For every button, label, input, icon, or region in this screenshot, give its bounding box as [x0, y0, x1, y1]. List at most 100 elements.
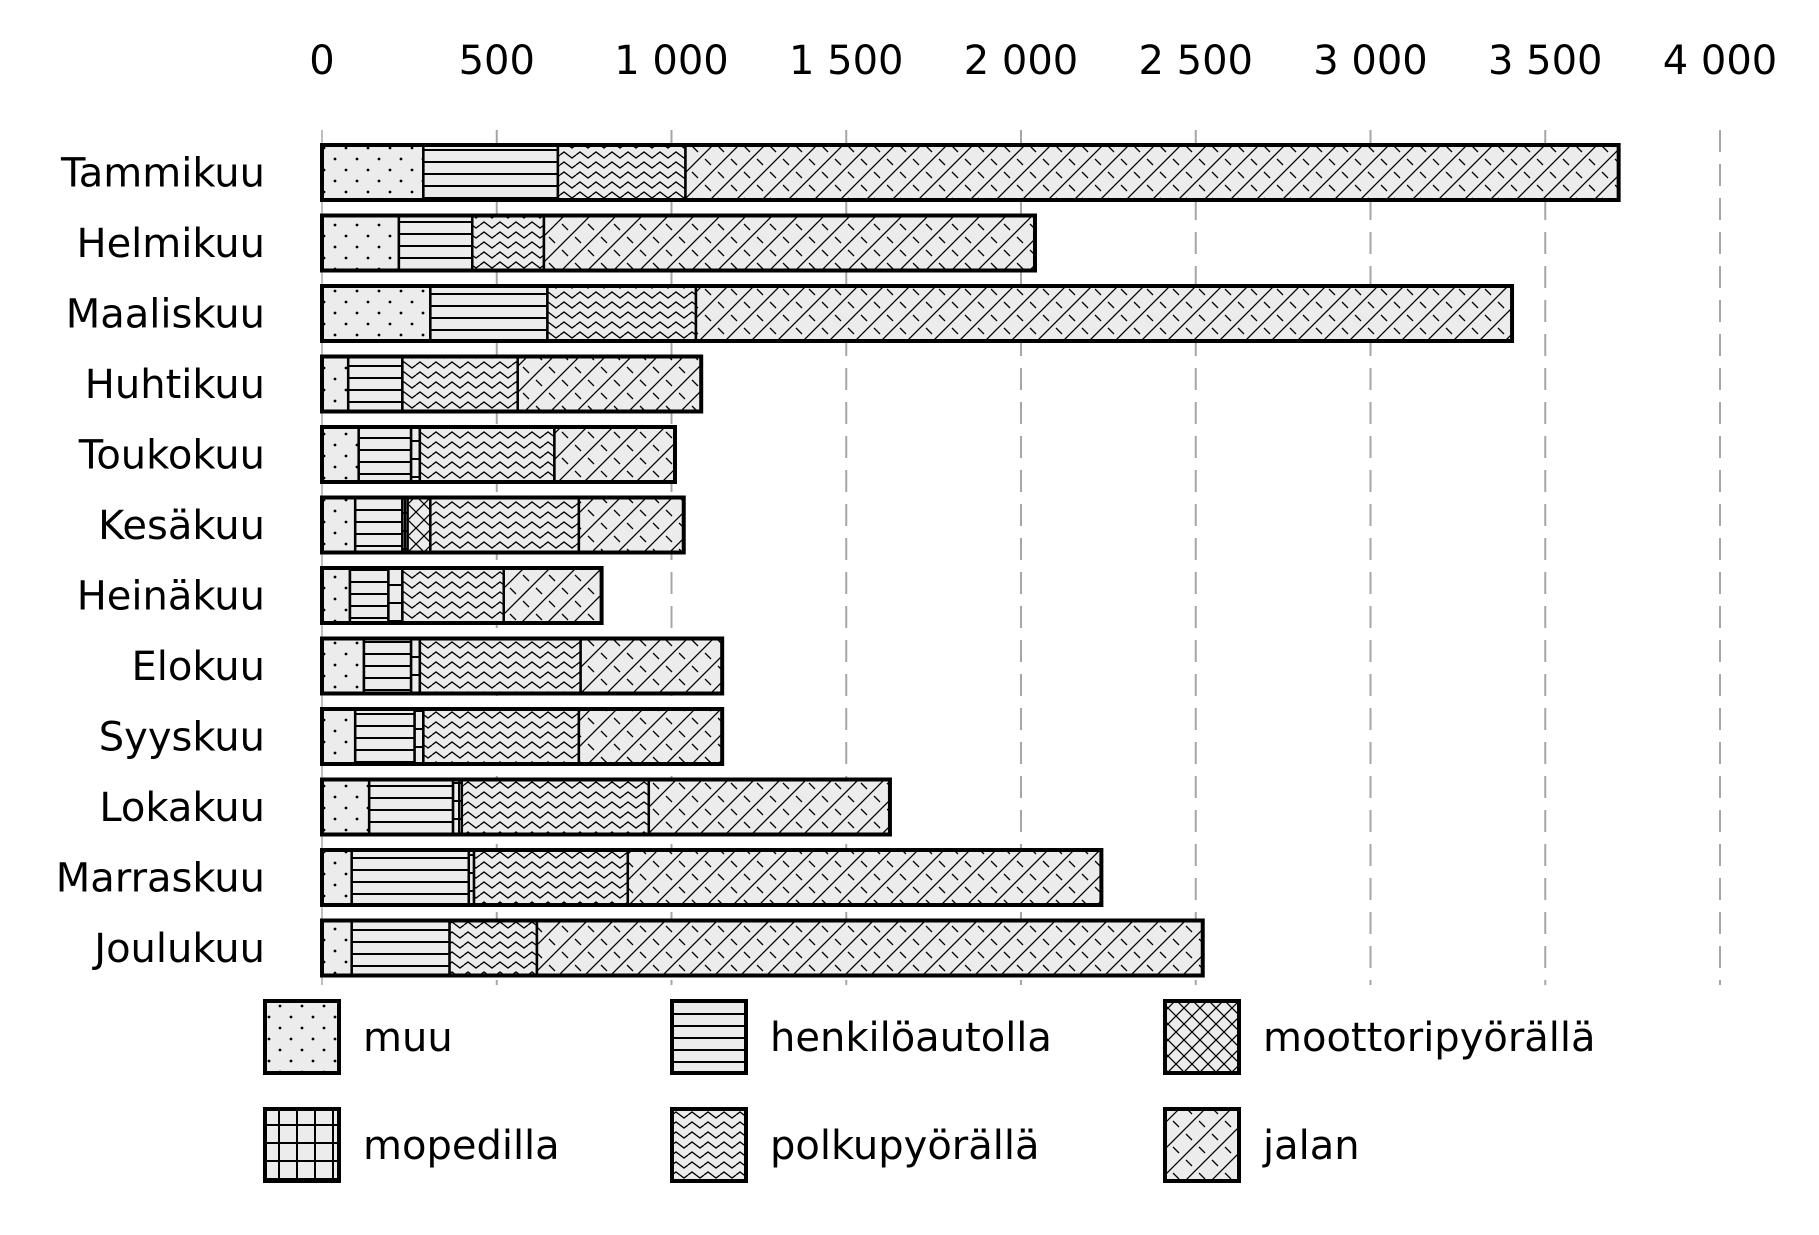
- bar-segment-henkiloautolla: [429, 284, 549, 343]
- bar-elokuu: [320, 636, 725, 696]
- bar-heinakuu: [320, 566, 604, 625]
- bar-segment-muu: [320, 355, 350, 413]
- bar-segment-muu: [320, 919, 353, 977]
- bar-segment-mopedilla: [409, 425, 422, 484]
- bar-segment-henkiloautolla: [348, 566, 390, 625]
- legend-swatch: [263, 999, 341, 1075]
- category-label: Elokuu: [132, 644, 266, 690]
- bar-segment-jalan: [535, 919, 1204, 977]
- category-label: Kesäkuu: [98, 503, 265, 549]
- bar-outline: [320, 143, 1621, 202]
- bar-segment-henkiloautolla: [346, 355, 404, 413]
- bar-segment-muu: [320, 637, 366, 695]
- bar-segment-henkiloautolla: [367, 778, 455, 836]
- bar-segment-henkiloautolla: [397, 214, 474, 272]
- legend-item-henkiloautolla: henkilöautolla: [670, 999, 1052, 1075]
- category-label: Lokakuu: [99, 785, 265, 831]
- category-label: Huhtikuu: [85, 362, 265, 408]
- legend-swatch: [670, 999, 748, 1075]
- bar-segment-polkupyoralla: [472, 848, 630, 907]
- bar-segment-henkiloautolla: [353, 707, 416, 766]
- bar-segment-polkupyoralla: [448, 919, 539, 977]
- legend-swatch: [670, 1107, 748, 1183]
- x-tick-label: 3 000: [1313, 38, 1428, 84]
- x-tick-label: 1 000: [614, 38, 729, 84]
- bar-segment-mopedilla: [451, 778, 464, 836]
- x-tick-label: 4 000: [1663, 38, 1778, 84]
- bar-segment-muu: [320, 496, 357, 554]
- bar-outline: [320, 566, 604, 625]
- bar-segment-jalan: [553, 425, 677, 484]
- bar-segment-mopedilla: [387, 566, 404, 625]
- category-label: Helmikuu: [76, 221, 265, 267]
- x-tick-label: 3 500: [1488, 38, 1603, 84]
- bar-segment-henkiloautolla: [362, 637, 413, 695]
- bar-tammikuu: [320, 143, 1621, 202]
- legend-label: moottoripyörällä: [1263, 1015, 1596, 1061]
- bar-segment-mopedilla: [409, 637, 422, 695]
- bar-segment-moottoripyoralla: [406, 496, 432, 554]
- bars: [320, 143, 1621, 978]
- bar-segment-polkupyoralla: [401, 355, 519, 413]
- bar-joulukuu: [320, 918, 1205, 978]
- bar-outline: [320, 425, 677, 484]
- bar-segment-mopedilla: [413, 707, 425, 766]
- bar-segment-jalan: [542, 214, 1037, 272]
- legend-item-mopedilla: mopedilla: [263, 1107, 560, 1183]
- bar-outline: [320, 284, 1515, 343]
- bar-segment-muu: [320, 284, 432, 343]
- legend-swatch: [1163, 999, 1241, 1075]
- bar-segment-polkupyoralla: [418, 637, 582, 695]
- legend-item-polkupyoralla: polkupyörällä: [670, 1107, 1040, 1183]
- legend-label: henkilöautolla: [770, 1015, 1052, 1061]
- category-label: Maaliskuu: [66, 292, 265, 338]
- bar-lokakuu: [320, 777, 892, 837]
- legend-label: polkupyörällä: [770, 1123, 1040, 1169]
- legend-item-moottoripyoralla: moottoripyörällä: [1163, 999, 1596, 1075]
- x-tick-label: 2 000: [964, 38, 1079, 84]
- bar-outline: [320, 848, 1104, 907]
- x-tick-label: 500: [459, 38, 535, 84]
- bar-marraskuu: [320, 848, 1104, 907]
- bar-segment-jalan: [694, 284, 1514, 343]
- bar-segment-muu: [320, 425, 360, 484]
- bar-huhtikuu: [320, 354, 704, 414]
- bar-outline: [320, 495, 686, 555]
- bar-segment-polkupyoralla: [546, 284, 698, 343]
- bar-segment-jalan: [502, 566, 603, 625]
- bar-outline: [320, 777, 892, 837]
- bar-segment-muu: [320, 214, 401, 272]
- bar-segment-muu: [320, 143, 425, 202]
- category-label: Syyskuu: [99, 715, 265, 761]
- bar-segment-muu: [320, 707, 357, 766]
- bar-segment-muu: [320, 566, 352, 625]
- bar-segment-muu: [320, 848, 353, 907]
- category-label: Tammikuu: [60, 151, 265, 197]
- bar-segment-henkiloautolla: [422, 143, 560, 202]
- bar-segment-polkupyoralla: [429, 496, 581, 554]
- bar-segment-polkupyoralla: [422, 707, 581, 766]
- legend-swatch: [263, 1107, 341, 1183]
- bar-outline: [320, 707, 725, 766]
- bar-segment-polkupyoralla: [556, 143, 687, 202]
- bar-toukokuu: [320, 425, 677, 484]
- legend-label: jalan: [1262, 1123, 1360, 1169]
- bar-outline: [320, 636, 725, 696]
- bar-helmikuu: [320, 213, 1037, 273]
- legend-item-jalan: jalan: [1163, 1107, 1360, 1183]
- bar-segment-jalan: [626, 848, 1103, 907]
- bar-segment-polkupyoralla: [471, 214, 546, 272]
- bar-segment-jalan: [579, 637, 724, 695]
- legend: muu henkilöautolla moottoripyörällä mopedil…: [263, 999, 1596, 1183]
- bar-kesakuu: [320, 495, 686, 555]
- bar-maaliskuu: [320, 284, 1515, 343]
- bar-syyskuu: [320, 707, 725, 766]
- category-labels: Tammikuu Helmikuu Maaliskuu Huhtikuu Toukoku…: [56, 151, 265, 973]
- bar-segment-henkiloautolla: [350, 919, 451, 977]
- x-axis-tick-labels: 0 500 1 000 1 500 2 000 2 500 3 000 3 500 4 000: [309, 38, 1777, 84]
- bar-segment-polkupyoralla: [418, 425, 556, 484]
- category-label: Toukokuu: [78, 433, 265, 479]
- bar-segment-jalan: [647, 778, 892, 836]
- x-tick-label: 2 500: [1138, 38, 1253, 84]
